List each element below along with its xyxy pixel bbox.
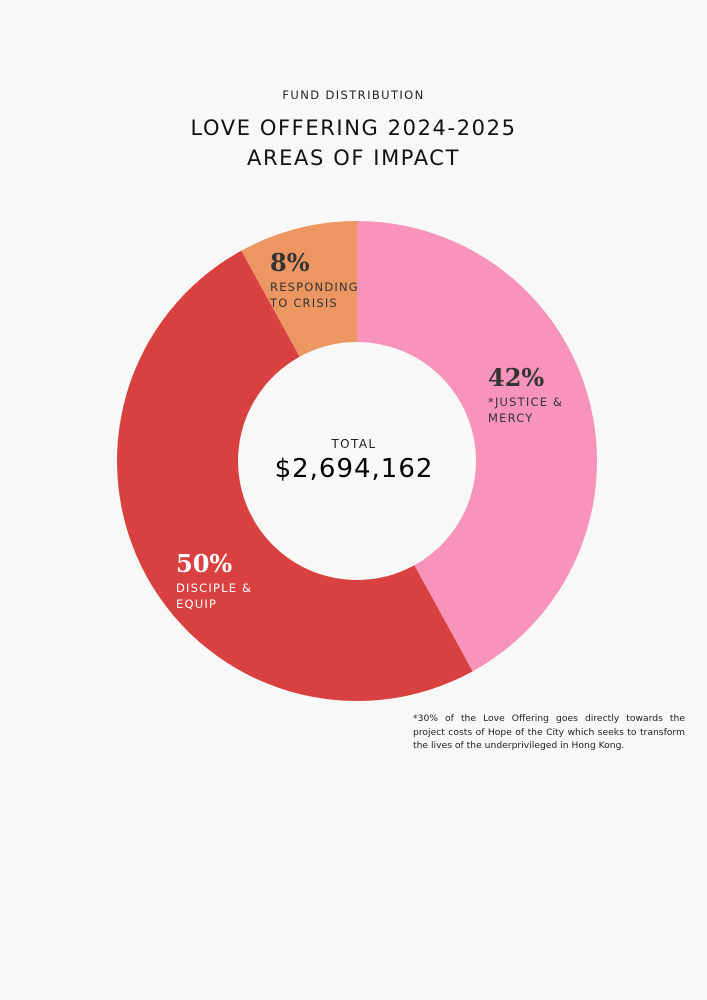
slice-label-justice-mercy-line-2: MERCY: [488, 411, 533, 425]
center-total-label: TOTAL: [330, 437, 376, 451]
slice-label-disciple-equip-line-1: DISCIPLE &: [176, 581, 252, 595]
slice-label-responding-crisis-line-2: TO CRISIS: [269, 296, 338, 310]
slice-label-disciple-equip-line-2: EQUIP: [176, 597, 217, 611]
slice-percent-responding-crisis: 8%: [270, 248, 310, 277]
chart-title-line-1: LOVE OFFERING 2024-2025: [190, 116, 517, 140]
slice-disciple-equip: [117, 250, 473, 701]
chart-title-line-2: AREAS OF IMPACT: [247, 146, 460, 170]
slice-label-justice-mercy-line-1: *JUSTICE &: [488, 395, 563, 409]
slice-justice-mercy: [357, 221, 598, 672]
center-total-value: $2,694,162: [275, 454, 434, 484]
slice-percent-disciple-equip: 50%: [176, 549, 232, 578]
slice-percent-justice-mercy: 42%: [488, 363, 544, 392]
footnote: *30% of the Love Offering goes directly …: [413, 713, 685, 751]
chart-title: LOVE OFFERING 2024-2025 AREAS OF IMPACT: [0, 113, 707, 173]
slice-label-responding-crisis-line-1: RESPONDING: [270, 280, 359, 294]
slice-responding-crisis: [241, 221, 357, 357]
chart-eyebrow: FUND DISTRIBUTION: [282, 88, 425, 102]
